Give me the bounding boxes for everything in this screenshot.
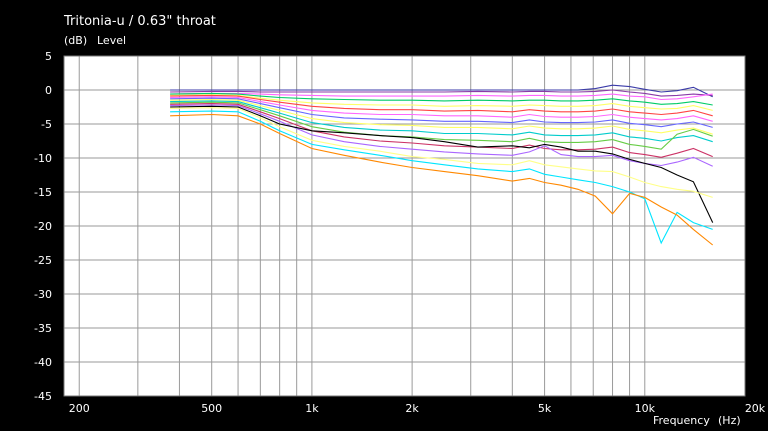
series-line-5 xyxy=(170,94,713,111)
y-tick-label: -20 xyxy=(34,220,52,233)
x-axis-unit: (Hz) xyxy=(718,414,741,427)
y-tick-label: 0 xyxy=(45,84,52,97)
series-line-9 xyxy=(170,98,713,135)
x-tick-label: 5k xyxy=(538,402,552,415)
y-tick-label: -10 xyxy=(34,152,52,165)
series-group xyxy=(170,84,714,246)
y-tick-label: -30 xyxy=(34,288,52,301)
x-tick-label: 500 xyxy=(201,402,222,415)
y-tick-label: -45 xyxy=(34,390,52,403)
x-tick-label: 1k xyxy=(305,402,319,415)
y-tick-label: -25 xyxy=(34,254,52,267)
chart-title: Tritonia-u / 0.63" throat xyxy=(63,14,216,29)
series-line-10 xyxy=(170,100,713,143)
x-axis-label: Frequency xyxy=(653,414,710,427)
series-line-14 xyxy=(170,105,714,223)
series-line-3 xyxy=(170,92,713,101)
plot-frame xyxy=(63,55,746,397)
x-tick-labels: 200 500 1k 2k 5k 10k 20k xyxy=(69,402,766,415)
series-line-4 xyxy=(170,92,713,106)
series-line-17 xyxy=(170,113,714,246)
y-tick-label: -35 xyxy=(34,322,52,335)
y-tick-label: -40 xyxy=(34,356,52,369)
series-line-11 xyxy=(170,101,713,150)
grid-lines xyxy=(63,55,746,397)
series-line-7 xyxy=(170,96,713,122)
series-line-6 xyxy=(170,94,713,117)
y-tick-labels: 5 0 -5 -10 -15 -20 -25 -30 -35 -40 -45 xyxy=(34,50,52,403)
series-line-2 xyxy=(170,89,713,97)
y-axis-label: Level xyxy=(97,34,126,47)
x-tick-label: 20k xyxy=(745,402,766,415)
y-tick-label: 5 xyxy=(45,50,52,63)
x-tick-label: 10k xyxy=(635,402,656,415)
series-line-15 xyxy=(170,107,713,198)
series-line-1 xyxy=(170,84,713,98)
y-axis-unit: (dB) xyxy=(64,34,87,47)
x-tick-label: 200 xyxy=(69,402,90,415)
series-line-16 xyxy=(170,110,713,245)
y-tick-label: -15 xyxy=(34,186,52,199)
y-tick-label: -5 xyxy=(41,118,52,131)
x-tick-label: 2k xyxy=(405,402,419,415)
series-line-8 xyxy=(170,97,713,128)
